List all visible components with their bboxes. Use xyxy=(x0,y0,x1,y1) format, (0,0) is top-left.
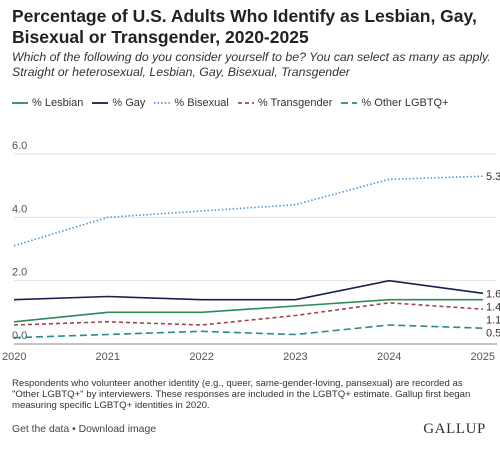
data-label: 1.1 xyxy=(486,314,500,326)
series-line-other-lgbtq xyxy=(13,324,484,339)
legend-item: % Bisexual xyxy=(154,97,229,109)
chart-title: Percentage of U.S. Adults Who Identify a… xyxy=(12,6,477,47)
data-label: 1.6 xyxy=(486,288,500,300)
y-tick-label: 6.0 xyxy=(12,140,27,152)
legend-swatch xyxy=(341,102,358,104)
legend-label: % Gay xyxy=(112,97,146,109)
x-tick-label: 2022 xyxy=(189,351,213,363)
data-label: 5.3 xyxy=(486,171,500,183)
legend-item: % Gay xyxy=(92,97,145,109)
chart-legend: % Lesbian % Gay % Bisexual % Transgender % O… xyxy=(12,96,458,110)
series-line-bisexual xyxy=(13,175,484,247)
legend-item: % Transgender xyxy=(237,97,333,109)
legend-swatch xyxy=(237,102,254,104)
legend-label: % Transgender xyxy=(257,97,333,109)
chart-subtitle: Which of the following do you consider y… xyxy=(12,50,491,79)
x-tick-label: 2023 xyxy=(283,351,307,363)
line-chart: 0.0 2.0 4.0 6.0 2020 2021 2022 2023 2024 2025 5.3 1… xyxy=(2,140,500,363)
footer-separator: • xyxy=(72,424,76,435)
legend-label: % Lesbian xyxy=(32,97,84,109)
series-line-lesbian xyxy=(13,298,483,323)
legend-label: % Bisexual xyxy=(174,97,229,109)
y-tick-label: 0.0 xyxy=(12,330,27,342)
legend-label: % Other LGBTQ+ xyxy=(361,97,449,109)
legend-item: % Other LGBTQ+ xyxy=(341,97,449,109)
legend-item: % Lesbian xyxy=(12,97,83,109)
legend-swatch xyxy=(92,102,109,104)
legend-swatch xyxy=(12,102,28,104)
legend-swatch xyxy=(154,102,171,104)
footer-links: Get the data • Download image xyxy=(12,424,156,435)
y-tick-label: 2.0 xyxy=(12,267,27,279)
download-image-link[interactable]: Download image xyxy=(78,424,157,435)
x-tick-label: 2020 xyxy=(2,351,26,363)
get-data-link[interactable]: Get the data xyxy=(12,424,70,435)
x-tick-label: 2024 xyxy=(377,351,401,363)
series-line-transgender xyxy=(13,302,484,326)
series-line-gay xyxy=(13,279,484,301)
x-tick-label: 2025 xyxy=(471,351,495,363)
x-tick-label: 2021 xyxy=(96,351,120,363)
data-label: 1.4 xyxy=(486,301,500,313)
data-label: 0.5 xyxy=(486,327,500,339)
gallup-logo: GALLUP xyxy=(423,421,486,437)
y-tick-label: 4.0 xyxy=(12,203,27,215)
chart-note: Respondents who volunteer another identi… xyxy=(12,378,471,411)
